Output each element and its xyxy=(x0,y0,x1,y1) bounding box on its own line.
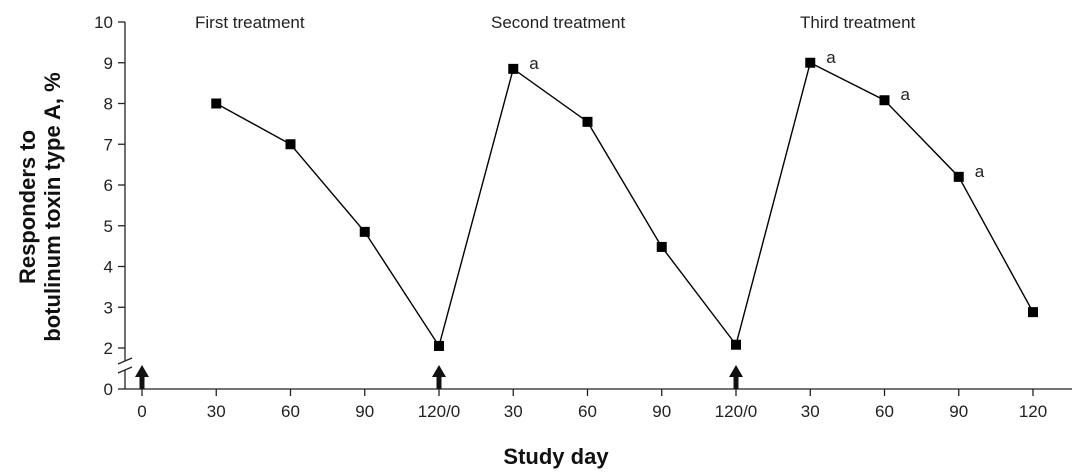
y-axis: 0 2 3 4 5 6 7 8 9 10 xyxy=(94,13,133,399)
significance-annotation: a xyxy=(975,162,985,181)
data-point xyxy=(359,226,370,237)
injection-arrows xyxy=(135,365,743,389)
y-axis-title-line2: botulinum toxin type A, % xyxy=(40,72,65,341)
y-tick-label: 8 xyxy=(104,95,113,114)
x-tick-label: 0 xyxy=(137,402,146,421)
x-tick-label: 90 xyxy=(355,402,374,421)
data-point xyxy=(879,95,890,106)
x-tick-label: 90 xyxy=(652,402,671,421)
x-tick-label: 60 xyxy=(875,402,894,421)
data-point xyxy=(508,63,519,74)
data-point xyxy=(285,139,296,150)
x-tick-label: 60 xyxy=(578,402,597,421)
data-points xyxy=(211,57,1038,351)
y-tick-label: 4 xyxy=(104,258,113,277)
significance-annotation: a xyxy=(826,48,836,67)
injection-arrow-icon xyxy=(432,365,446,389)
series-line xyxy=(215,61,1034,348)
significance-annotation: a xyxy=(901,85,911,104)
y-axis-title: Responders to botulinum toxin type A, % xyxy=(15,72,65,341)
x-tick-label: 30 xyxy=(801,402,820,421)
treatment-label-second: Second treatment xyxy=(491,13,625,32)
y-tick-label: 3 xyxy=(104,298,113,317)
y-tick-label: 0 xyxy=(104,380,113,399)
x-tick-label: 30 xyxy=(504,402,523,421)
y-tick-label: 9 xyxy=(104,54,113,73)
treatment-label-third: Third treatment xyxy=(800,13,916,32)
data-point xyxy=(582,116,593,127)
treatment-label-first: First treatment xyxy=(195,13,305,32)
x-tick-label: 120/0 xyxy=(418,402,461,421)
y-tick-label: 6 xyxy=(104,176,113,195)
injection-arrow-icon xyxy=(135,365,149,389)
x-axis-title: Study day xyxy=(503,444,609,469)
data-point xyxy=(805,57,816,68)
data-point xyxy=(953,171,964,182)
x-tick-label: 60 xyxy=(281,402,300,421)
data-point xyxy=(1028,307,1038,318)
y-tick-label: 7 xyxy=(104,135,113,154)
y-tick-label: 2 xyxy=(104,339,113,358)
data-point xyxy=(731,339,741,350)
injection-arrow-icon xyxy=(729,365,743,389)
y-tick-label: 5 xyxy=(104,217,113,236)
y-axis-title-line1: Responders to xyxy=(15,130,40,284)
x-tick-label: 90 xyxy=(949,402,968,421)
data-point xyxy=(656,241,667,252)
data-point xyxy=(434,340,444,351)
x-tick-label: 30 xyxy=(207,402,226,421)
series-line-group xyxy=(215,61,1034,348)
x-axis: 0 30 60 90 120/0 30 60 90 120/0 30 60 90 120 xyxy=(125,388,1072,421)
annotations: a a a a xyxy=(529,48,985,181)
data-point xyxy=(211,98,222,109)
x-tick-label: 120/0 xyxy=(715,402,758,421)
x-tick-label: 120 xyxy=(1019,402,1047,421)
y-axis-break-mark xyxy=(117,357,133,365)
significance-annotation: a xyxy=(529,54,539,73)
y-axis-break-mark xyxy=(117,366,133,374)
y-tick-label: 10 xyxy=(94,13,113,32)
